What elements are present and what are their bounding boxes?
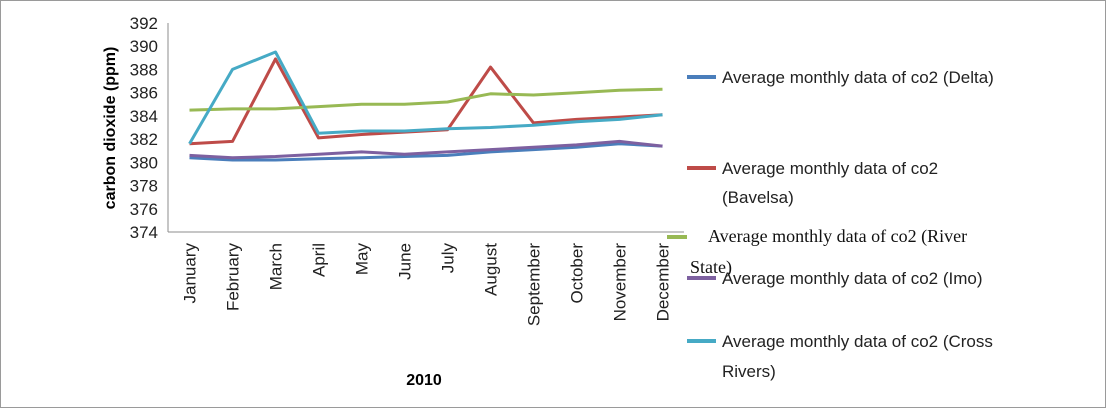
legend-entry-bavelsa: Average monthly data of co2 (Bavelsa) [687, 159, 938, 207]
y-tick-label: 384 [130, 107, 158, 126]
y-tick-label: 388 [130, 60, 158, 79]
y-tick-label: 376 [130, 200, 158, 219]
x-tick-label: July [439, 243, 458, 274]
y-tick-label: 382 [130, 130, 158, 149]
y-tick-label: 390 [130, 37, 158, 56]
x-tick-label: January [181, 243, 200, 304]
x-tick-labels: January February March April May June July Augu… [181, 243, 673, 327]
legend-entry-river-state: Average monthly data of co2 (River State… [667, 226, 967, 278]
x-axis-title: 2010 [406, 372, 442, 389]
x-tick-label: April [310, 243, 329, 277]
legend-label-cross-rivers-line2: Rivers) [722, 362, 776, 381]
x-tick-label: August [482, 243, 501, 296]
legend-entry-delta: Average monthly data of co2 (Delta) [687, 68, 994, 87]
legend-label-bavelsa: Average monthly data of co2 [722, 159, 938, 178]
series-line-4 [189, 139, 663, 160]
y-tick-label: 386 [130, 84, 158, 103]
series-lines [188, 50, 663, 162]
x-tick-label: October [568, 243, 587, 304]
x-tick-label: December [654, 243, 673, 322]
legend-label-river-state-line2: State) [690, 257, 732, 278]
y-tick-label: 378 [130, 177, 158, 196]
y-tick-label: 380 [130, 153, 158, 172]
x-tick-label: September [525, 243, 544, 326]
x-tick-label: June [396, 243, 415, 280]
series-line-3 [189, 87, 663, 112]
x-tick-label: November [611, 243, 630, 322]
y-axis-title: carbon dioxide (ppm) [102, 47, 119, 210]
legend-label-cross-rivers: Average monthly data of co2 (Cross [722, 332, 993, 351]
y-tick-labels: 374 376 378 380 382 384 386 388 390 392 [130, 14, 158, 242]
legend-label-imo: Average monthly data of co2 (Imo) [722, 269, 983, 288]
legend-label-bavelsa-line2: (Bavelsa) [722, 188, 794, 207]
y-tick-label: 374 [130, 223, 158, 242]
legend-label-delta: Average monthly data of co2 (Delta) [722, 68, 994, 87]
legend-entry-cross-rivers: Average monthly data of co2 (Cross River… [687, 332, 993, 381]
series-line-5 [188, 50, 663, 145]
x-tick-label: May [353, 243, 372, 276]
y-tick-label: 392 [130, 14, 158, 33]
legend-entry-imo: Average monthly data of co2 (Imo) [687, 269, 983, 288]
x-tick-label: March [267, 243, 286, 290]
series-line-1 [189, 142, 663, 162]
legend: Average monthly data of co2 (Delta) Aver… [667, 68, 994, 381]
x-tick-label: February [224, 243, 243, 312]
legend-label-river-state: Average monthly data of co2 (River [708, 226, 967, 247]
